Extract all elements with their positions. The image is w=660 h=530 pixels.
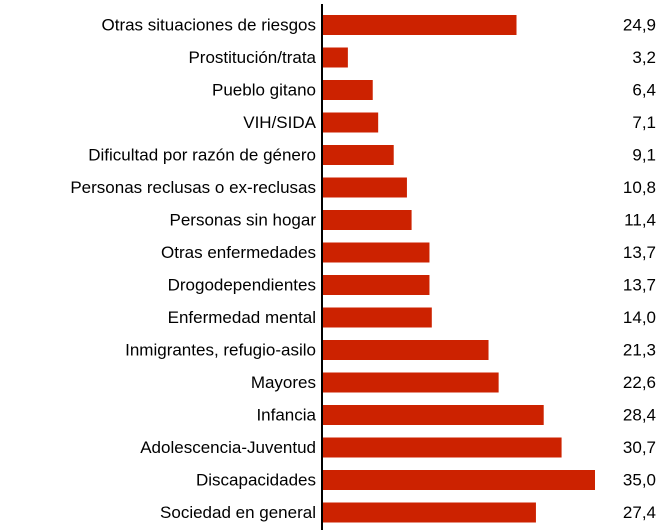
category-label: Discapacidades [196,471,316,490]
value-label: 27,4 [623,503,656,522]
bar [323,242,430,263]
category-label: Adolescencia-Juventud [140,438,316,457]
category-label: Dificultad por razón de género [88,146,316,165]
bar [323,340,489,360]
bar [323,210,412,230]
value-label: 13,7 [623,243,656,262]
category-label: Sociedad en general [160,503,316,522]
bar [323,47,348,68]
category-label: Enfermedad mental [168,308,316,327]
bar [323,437,562,458]
value-label: 13,7 [623,276,656,295]
value-label: 3,2 [632,48,656,67]
value-label: 9,1 [632,146,656,165]
category-label: Prostitución/trata [188,48,316,67]
value-label: 28,4 [623,406,656,425]
bar [323,275,430,295]
bar [323,80,373,100]
category-label: Inmigrantes, refugio-asilo [125,341,316,360]
value-label: 11,4 [624,211,656,230]
value-labels-group: 24,9 3,2 6,4 7,1 9,1 10,8 11,4 13,7 13,7 14,0 21,3… [623,16,656,523]
category-label: Personas reclusas o ex-reclusas [70,178,316,197]
category-label: Otras situaciones de riesgos [102,16,317,35]
bar [323,502,536,523]
bar [323,307,432,328]
category-label: Personas sin hogar [170,211,317,230]
category-label: Mayores [251,373,316,392]
value-label: 21,3 [623,341,656,360]
bar [323,145,394,165]
value-label: 14,0 [623,308,656,327]
category-label: VIH/SIDA [243,113,316,132]
value-label: 7,1 [632,113,656,132]
bar [323,15,517,35]
category-label: Pueblo gitano [212,81,316,100]
value-label: 24,9 [623,16,656,35]
bars-group [323,15,595,523]
category-labels-group: Otras situaciones de riesgos Prostitución… [70,16,316,523]
value-label: 35,0 [623,471,656,490]
value-label: 10,8 [623,178,656,197]
category-label: Drogodependientes [168,276,316,295]
value-label: 30,7 [623,438,656,457]
bar [323,177,407,198]
category-label: Infancia [256,406,316,425]
bar [323,405,544,425]
value-label: 22,6 [623,373,656,392]
category-label: Otras enfermedades [161,243,316,262]
value-label: 6,4 [632,81,656,100]
bar [323,112,379,133]
bar [323,372,499,393]
bar [323,470,595,490]
